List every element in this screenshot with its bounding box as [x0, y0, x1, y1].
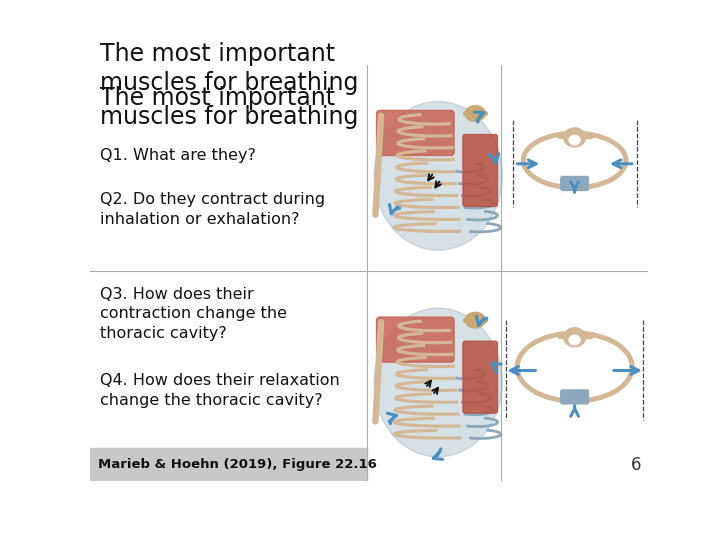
Text: Q4. How does their relaxation
change the thoracic cavity?: Q4. How does their relaxation change the…: [100, 373, 340, 408]
FancyBboxPatch shape: [377, 317, 454, 362]
Ellipse shape: [374, 308, 503, 457]
FancyBboxPatch shape: [561, 177, 588, 191]
FancyBboxPatch shape: [377, 110, 454, 156]
Text: Q3. How does their
contraction change the
thoracic cavity?: Q3. How does their contraction change th…: [100, 287, 287, 341]
Ellipse shape: [570, 136, 580, 145]
Text: Marieb & Hoehn (2019), Figure 22.16: Marieb & Hoehn (2019), Figure 22.16: [98, 458, 377, 471]
Text: The most important
muscles for breathing: The most important muscles for breathing: [100, 42, 359, 94]
Text: 6: 6: [631, 456, 642, 475]
Ellipse shape: [564, 128, 585, 147]
Text: The most important: The most important: [100, 86, 336, 110]
FancyBboxPatch shape: [561, 390, 588, 404]
FancyBboxPatch shape: [463, 341, 498, 413]
Ellipse shape: [564, 328, 585, 347]
Ellipse shape: [465, 106, 485, 122]
Ellipse shape: [570, 335, 580, 345]
FancyBboxPatch shape: [463, 134, 498, 206]
Ellipse shape: [521, 131, 628, 190]
Ellipse shape: [521, 336, 629, 398]
Ellipse shape: [465, 312, 485, 328]
Text: Q1. What are they?: Q1. What are they?: [100, 148, 256, 163]
Text: Q2. Do they contract during
inhalation or exhalation?: Q2. Do they contract during inhalation o…: [100, 192, 325, 227]
Ellipse shape: [526, 137, 623, 185]
Ellipse shape: [516, 331, 634, 403]
Text: muscles for breathing: muscles for breathing: [100, 105, 359, 129]
Ellipse shape: [374, 102, 503, 250]
Bar: [90, 448, 367, 481]
